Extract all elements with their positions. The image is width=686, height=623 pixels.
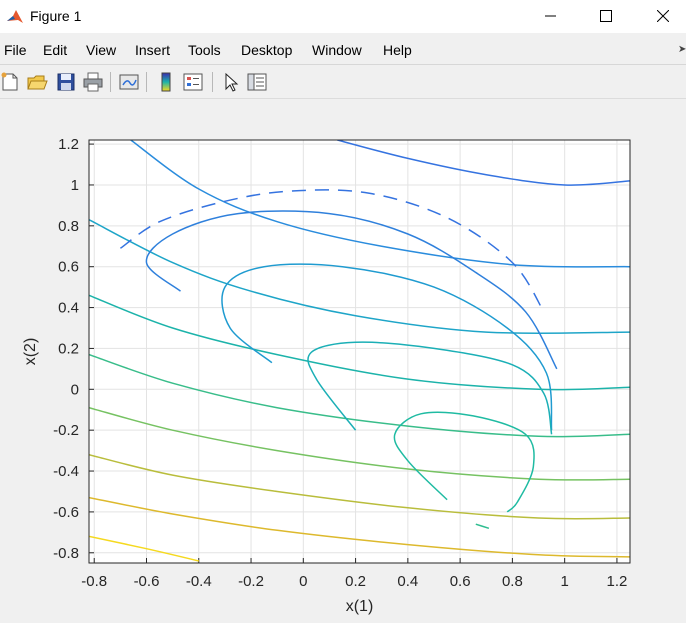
- y-tick-label: 0: [71, 381, 79, 398]
- title-bar: Figure 1: [0, 0, 686, 33]
- figure-canvas[interactable]: -0.8 -0.6 -0.4 -0.2 0 0.2 0.4 0.6 0.8 1 1.2 -0.8 -0.…: [0, 99, 686, 623]
- maximize-button[interactable]: [583, 0, 629, 33]
- contour-line: [337, 140, 630, 186]
- y-tick-label: -0.2: [53, 422, 79, 439]
- x-tick-label: 0: [299, 573, 307, 590]
- close-icon: [657, 10, 669, 22]
- link-plot-button[interactable]: [118, 71, 140, 93]
- contour-line: [393, 411, 535, 513]
- contour-line: [89, 496, 630, 558]
- y-tick-label: -0.6: [53, 504, 79, 521]
- contour-line: [130, 140, 630, 268]
- contour-line: [475, 523, 490, 530]
- x-axis-label: x(1): [346, 598, 374, 615]
- contour-line: [89, 453, 630, 520]
- x-tick-label: 0.6: [450, 573, 471, 590]
- menu-desktop[interactable]: Desktop: [241, 42, 293, 58]
- insert-legend-icon: [183, 73, 203, 91]
- y-tick-label: 0.6: [58, 259, 79, 276]
- close-button[interactable]: [640, 0, 686, 33]
- x-tick-label: -0.8: [81, 573, 107, 590]
- menu-edit[interactable]: Edit: [43, 42, 68, 58]
- edit-plot-arrow-icon: [225, 72, 239, 92]
- toolbar-separator: [146, 72, 147, 92]
- menu-tools[interactable]: Tools: [188, 42, 221, 58]
- y-tick-label: 1: [71, 177, 79, 194]
- menu-help[interactable]: Help: [383, 42, 412, 58]
- save-icon: [57, 73, 75, 91]
- print-icon: [83, 72, 103, 92]
- x-tick-label: 1.2: [607, 573, 628, 590]
- y-tick-label: 0.8: [58, 218, 79, 235]
- pin-icon[interactable]: ➤: [678, 44, 686, 55]
- open-property-inspector-icon: [247, 73, 267, 91]
- menu-window[interactable]: Window: [312, 42, 362, 58]
- open-file-icon: [27, 75, 48, 90]
- open-file-button[interactable]: [26, 71, 48, 93]
- y-tick-label: 0.2: [58, 340, 79, 357]
- contour-plot[interactable]: -0.8 -0.6 -0.4 -0.2 0 0.2 0.4 0.6 0.8 1 1.2 -0.8 -0.…: [0, 99, 686, 623]
- insert-legend-button[interactable]: [182, 71, 204, 93]
- y-tick-label: 1.2: [58, 136, 79, 153]
- contour-line: [307, 341, 553, 435]
- x-tick-label: -0.4: [186, 573, 212, 590]
- contour-line: [119, 189, 545, 313]
- toolbar-separator: [212, 72, 213, 92]
- new-figure-icon: [1, 72, 18, 91]
- menu-file[interactable]: File: [4, 42, 27, 58]
- y-tick-label: 0.4: [58, 300, 79, 317]
- figure-toolbar: [0, 66, 686, 99]
- contour-lines: [89, 140, 630, 562]
- new-figure-button[interactable]: [0, 71, 22, 93]
- save-button[interactable]: [55, 71, 77, 93]
- menu-insert[interactable]: Insert: [135, 42, 171, 58]
- property-inspector-button[interactable]: [246, 71, 268, 93]
- link-plot-icon: [119, 74, 139, 90]
- menu-bar: File Edit View Insert Tools Desktop Wind…: [0, 38, 686, 65]
- edit-plot-button[interactable]: [220, 71, 242, 93]
- minimize-icon: [545, 15, 556, 17]
- x-tick-label: 0.2: [345, 573, 366, 590]
- minimize-button[interactable]: [528, 0, 574, 33]
- contour-line: [89, 406, 630, 481]
- y-tick-label: -0.8: [53, 545, 79, 562]
- x-tick-label: -0.2: [238, 573, 264, 590]
- insert-colorbar-icon: [161, 72, 171, 92]
- matlab-logo-icon: [7, 10, 23, 23]
- insert-colorbar-button[interactable]: [155, 71, 177, 93]
- x-tick-label: 0.8: [502, 573, 523, 590]
- y-axis-label: x(2): [22, 338, 39, 366]
- y-tick-label: -0.4: [53, 463, 79, 480]
- window-title: Figure 1: [30, 8, 82, 24]
- menu-view[interactable]: View: [86, 42, 117, 58]
- toolbar-separator: [110, 72, 111, 92]
- x-tick-label: -0.6: [134, 573, 160, 590]
- plot-area: [89, 140, 630, 563]
- axes-box: [88, 139, 631, 564]
- x-tick-label: 1: [560, 573, 568, 590]
- print-button[interactable]: [82, 71, 104, 93]
- contour-line: [89, 294, 630, 391]
- maximize-icon: [600, 10, 612, 22]
- contour-line: [221, 263, 553, 431]
- x-tick-label: 0.4: [397, 573, 418, 590]
- contour-line: [89, 535, 199, 562]
- contour-line: [145, 210, 558, 370]
